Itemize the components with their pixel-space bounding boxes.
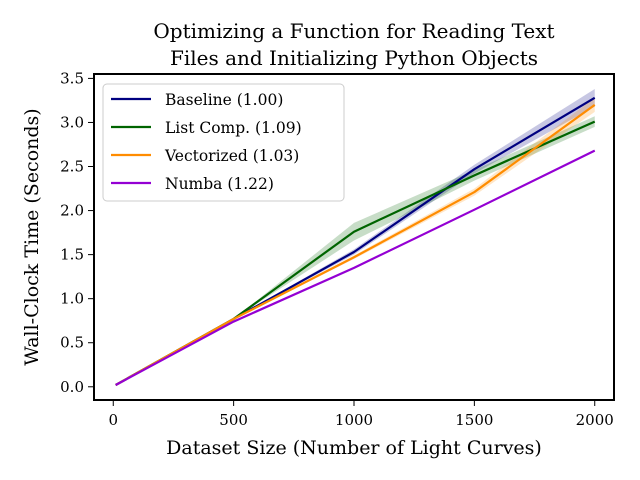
y-tick-label: 3.0 bbox=[60, 113, 84, 131]
y-tick-label: 0.0 bbox=[60, 378, 84, 396]
legend-label-3: Numba (1.22) bbox=[165, 175, 274, 193]
legend-label-0: Baseline (1.00) bbox=[165, 91, 283, 109]
legend-label-2: Vectorized (1.03) bbox=[164, 147, 299, 165]
x-tick-label: 0 bbox=[108, 411, 118, 429]
y-axis-label: Wall-Clock Time (Seconds) bbox=[21, 108, 43, 365]
legend: Baseline (1.00) List Comp. (1.09) Vectoriz… bbox=[102, 83, 345, 202]
chart-title-line-2: Files and Initializing Python Objects bbox=[170, 46, 538, 70]
y-tick-label: 0.5 bbox=[60, 334, 84, 352]
x-axis-ticks: 0 500 1000 1500 2000 bbox=[108, 400, 614, 429]
x-tick-label: 500 bbox=[219, 411, 248, 429]
series-lines bbox=[115, 96, 596, 386]
y-axis-ticks: 0.0 0.5 1.0 1.5 2.0 2.5 3.0 3.5 bbox=[60, 69, 94, 396]
x-tick-label: 1500 bbox=[455, 411, 493, 429]
y-tick-label: 2.0 bbox=[60, 202, 84, 220]
y-tick-label: 1.5 bbox=[60, 246, 84, 264]
legend-label-1: List Comp. (1.09) bbox=[165, 119, 302, 137]
legend-box bbox=[102, 83, 345, 202]
x-axis-label: Dataset Size (Number of Light Curves) bbox=[166, 437, 542, 459]
x-tick-label: 1000 bbox=[335, 411, 373, 429]
y-tick-label: 1.0 bbox=[60, 290, 84, 308]
series-line-3 bbox=[115, 149, 596, 386]
x-tick-label: 2000 bbox=[576, 411, 614, 429]
y-tick-label: 2.5 bbox=[60, 158, 84, 176]
series-line-2 bbox=[115, 103, 596, 386]
y-tick-label: 3.5 bbox=[60, 69, 84, 87]
chart-title-line-1: Optimizing a Function for Reading Text bbox=[153, 19, 554, 43]
